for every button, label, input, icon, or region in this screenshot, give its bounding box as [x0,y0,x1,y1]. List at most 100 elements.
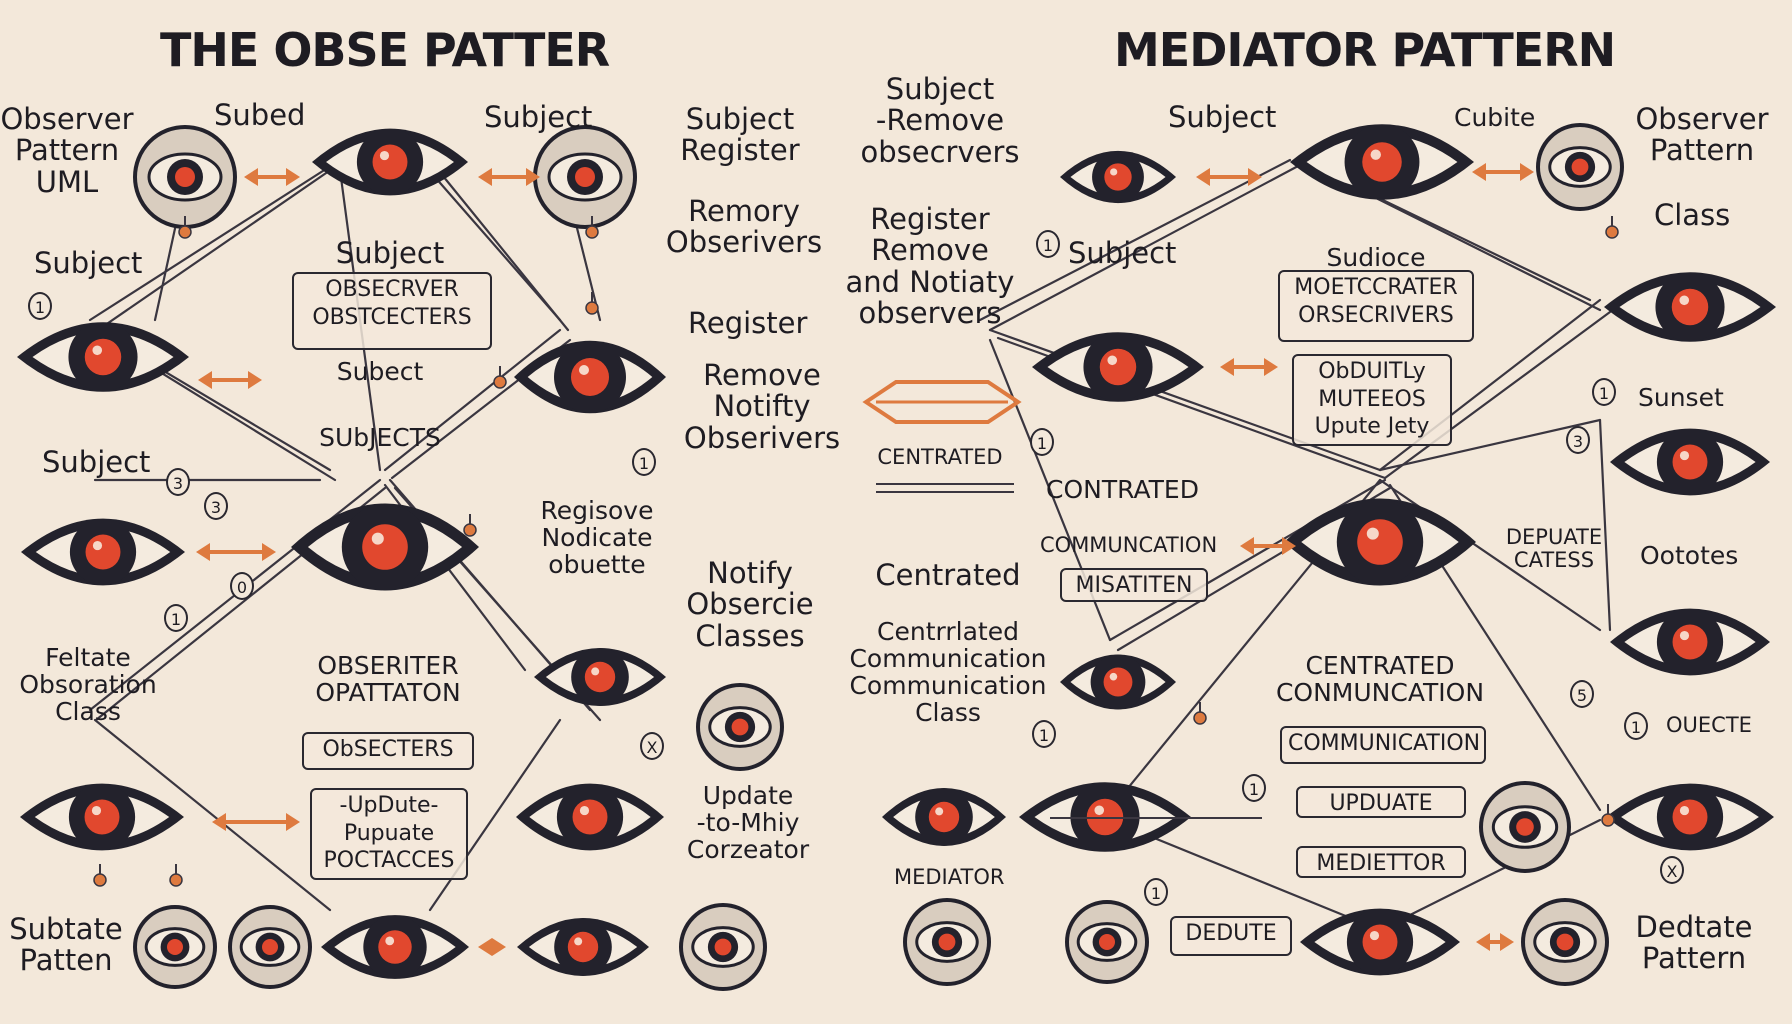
label-regisove: Regisove Nodicate obuette [540,496,654,579]
eye-icon [533,125,637,229]
marker-5: 1 [164,604,188,632]
arrow-head-icon [1476,933,1490,951]
eye-icon [1606,783,1774,851]
arrow-head-icon [196,543,210,561]
eye-icon [1060,654,1176,710]
marker-17: 1 [1144,878,1168,906]
label-depuate: DEPUATE CATESS [1505,525,1603,572]
marker-4: 0 [230,572,254,600]
connector-line [428,158,570,332]
label-communcation: COMMUNCATION [1040,533,1218,557]
connector-line [93,718,332,912]
label-centrated: Centrated [875,558,1021,592]
box-subect: Subect [336,357,424,386]
eye-icon [1290,124,1474,200]
eye-icon [534,648,666,706]
eye-icon [291,503,479,591]
pin-dot-icon [463,523,477,537]
box-obsecters: ObSECTERS [302,732,474,770]
connector-line [1383,310,1612,480]
arrow-head-icon [1264,358,1278,376]
arrow-head-icon [262,543,276,561]
label-register-remove: Register Remove and Notiaty observers [845,202,1015,330]
arrow-head-icon [1248,168,1262,186]
marker-16: X [1660,856,1684,884]
pin-dot-icon [169,873,183,887]
label-remory-observers: Remory Obserivers [665,194,823,260]
label-notify-classes: Notify Obsercie Classes [686,556,814,653]
label-ootes: Oototes [1640,541,1739,570]
marker-7: X [640,732,664,760]
eye-icon [1284,498,1476,586]
box-communication: COMMUNICATION [1280,726,1486,764]
label-contrated: CONTRATED [1046,475,1199,504]
eye-icon [1032,332,1204,402]
eye-icon [696,683,784,771]
connector-line [383,328,562,472]
pin-dot-icon [585,301,599,315]
eye-icon [1479,781,1571,873]
eye-icon [312,128,468,196]
eye-icon [1610,608,1770,676]
eye-icon [1521,898,1609,986]
eye-icon [1604,272,1776,342]
marker-11: 1 [1242,774,1266,802]
box-dedute: DEDUTE [1170,916,1292,956]
eye-icon [517,918,649,976]
marker-10: 1 [1032,720,1056,748]
arrow-head-icon [1240,537,1254,555]
label-msatiten: MISATITEN [1060,568,1208,602]
connector-line [1598,418,1612,632]
label-observer-pattern: Observer Pattern [1635,102,1769,168]
label-subtate: Subtate Patten [9,912,123,978]
box-update-r: UPDUATE [1296,786,1466,818]
eye-icon [882,788,1006,846]
connector-line [88,158,342,322]
eye-icon [133,125,237,229]
marker-12: 1 [1592,378,1616,406]
label-subed: Subed [214,98,306,132]
pin-dot-icon [1193,711,1207,725]
label-update-to-mny: Update -to-Mhiy Corzeator [686,781,810,864]
eye-icon [228,905,312,989]
eye-icon [1065,900,1149,984]
label-ouecte: OUECTE [1666,713,1752,737]
left-title: THE OBSE PATTER [160,23,610,77]
eye-icon [17,322,189,392]
arrow-head-icon [526,168,540,186]
eye-icon [1060,150,1176,204]
label-centrrlated: Centrrlated Communication Communication … [849,617,1047,727]
connector-line [1378,418,1602,472]
arrow-head-icon [198,371,212,389]
label-centrated-small: CENTRATED [877,445,1003,469]
box-subject-observer-title: Subject [335,236,445,270]
box-subjects: SUbJECTS [319,423,441,452]
arrow-head-icon [1500,933,1514,951]
box-obseriter: OBSERITER OPATTATON [315,651,461,707]
eye-icon [1610,428,1770,496]
label-register: Register [688,306,808,340]
eye-icon [321,915,469,979]
label-observer-uml: Observer Pattern UML [0,102,134,199]
arrow-head-icon [1520,163,1534,181]
eye-icon [903,898,991,986]
connector-line [418,158,562,322]
marker-3: 3 [204,492,228,520]
box-subject-observer: OBSECRVER OBSTCECTERS [292,272,492,350]
box-centrated-comm: CENTRATED CONMUNCATION [1275,651,1485,707]
label-subject-left: Subject [34,246,143,280]
box-moetcrater: MOETCCRATER ORSECRIVERS [1278,270,1474,342]
arrow-head-icon [478,168,492,186]
pin-dot-icon [493,375,507,389]
arrow-head-icon [1196,168,1210,186]
arrow-head-icon [248,371,262,389]
pin-dot-icon [1601,813,1615,827]
box-sudioce: Sudioce [1326,243,1426,272]
pin-dot-icon [585,225,599,239]
pin-dot-icon [178,225,192,239]
eye-icon [133,905,217,989]
eye-icon [516,783,664,851]
arrow-head-icon [244,168,258,186]
label-dedtate: Dedtate Pattern [1635,910,1753,976]
